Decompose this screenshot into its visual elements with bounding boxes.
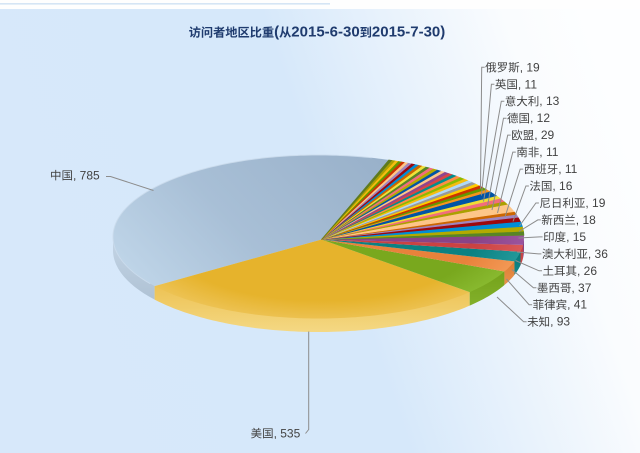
svg-text:, 15: , 15 bbox=[566, 230, 586, 244]
svg-text:2015-7-30: 2015-7-30 bbox=[372, 24, 440, 41]
svg-text:, 29: , 29 bbox=[534, 128, 554, 142]
svg-text:): ) bbox=[440, 24, 445, 41]
svg-text:, 37: , 37 bbox=[571, 281, 591, 295]
svg-text:, 13: , 13 bbox=[539, 94, 559, 108]
svg-text:, 16: , 16 bbox=[552, 179, 572, 193]
svg-text:(: ( bbox=[274, 24, 279, 41]
svg-text:, 785: , 785 bbox=[73, 168, 100, 182]
svg-text:, 19: , 19 bbox=[520, 60, 540, 74]
svg-text:, 12: , 12 bbox=[530, 111, 550, 125]
svg-text:, 36: , 36 bbox=[588, 247, 608, 261]
svg-text:, 26: , 26 bbox=[577, 264, 597, 278]
svg-text:, 11: , 11 bbox=[558, 162, 577, 176]
svg-text:, 18: , 18 bbox=[576, 213, 596, 227]
svg-text:, 11: , 11 bbox=[518, 77, 537, 91]
svg-text:, 11: , 11 bbox=[539, 145, 558, 159]
svg-text:2015-6-30: 2015-6-30 bbox=[291, 24, 359, 41]
svg-text:, 93: , 93 bbox=[550, 315, 570, 329]
svg-text:, 535: , 535 bbox=[274, 426, 301, 440]
svg-text:, 41: , 41 bbox=[567, 298, 587, 312]
svg-text:, 19: , 19 bbox=[585, 196, 605, 210]
